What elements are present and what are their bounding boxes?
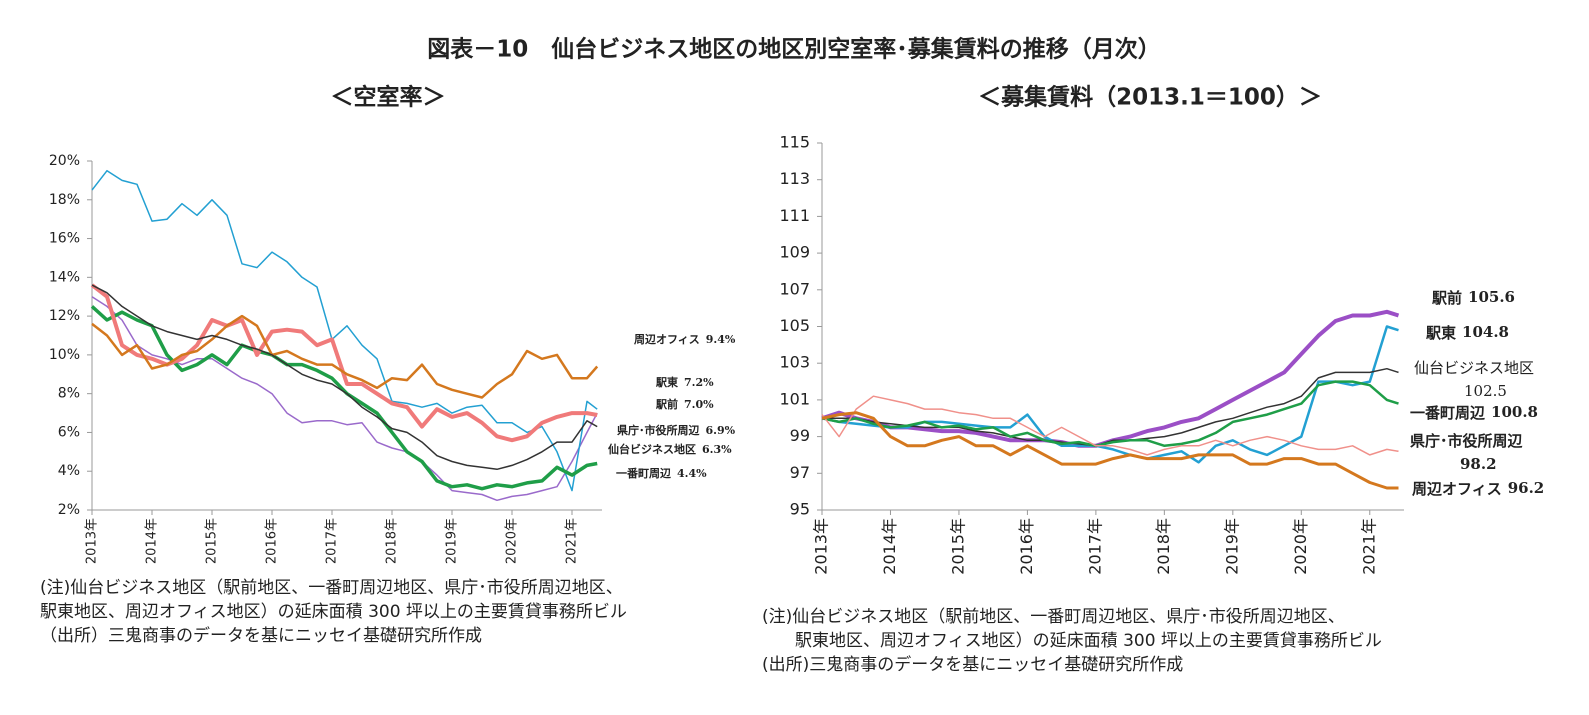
y-tick-label: 111: [779, 206, 810, 225]
series-line: [90, 283, 598, 443]
y-tick-label: 10%: [49, 347, 80, 363]
chart-subtitle: ＜募集賃料（2013.1＝100）＞: [978, 84, 1322, 111]
y-tick-label: 109: [779, 243, 810, 262]
end-label-name: 仙台ビジネス地区: [608, 442, 696, 456]
end-label-name: 駅東: [655, 375, 679, 389]
y-tick-label: 113: [779, 169, 810, 188]
x-tick-label: 2021年: [565, 518, 580, 564]
x-tick-label: 2017年: [325, 518, 340, 564]
series-line: [91, 169, 598, 492]
end-label-value: 104.8: [1462, 323, 1509, 341]
end-label: 周辺オフィス 9.4%: [634, 333, 736, 346]
end-label-value: 105.6: [1468, 288, 1515, 306]
end-label-value: 100.8: [1491, 403, 1538, 421]
end-label: 県庁･市役所周辺 6.9%: [617, 423, 736, 437]
end-label: 県庁･市役所周辺 98.2: [1410, 432, 1524, 474]
x-tick-label: 2018年: [1154, 518, 1173, 575]
x-tick-label: 2017年: [1085, 518, 1104, 575]
end-label-value: 96.2: [1508, 479, 1545, 497]
y-tick-label: 97: [790, 463, 810, 482]
y-tick-label: 2%: [58, 502, 80, 518]
note: 駅東地区、周辺オフィス地区）の延床面積 300 坪以上の主要賃貸事務所ビル: [795, 631, 1382, 651]
x-tick-label: 2019年: [1222, 518, 1241, 575]
x-tick-label: 2014年: [880, 518, 899, 575]
end-label-name: 周辺オフィス: [634, 333, 700, 346]
note: (注)仙台ビジネス地区（駅前地区、一番町周辺地区、県庁･市役所周辺地区、: [40, 578, 623, 598]
y-tick-label: 18%: [49, 192, 80, 208]
x-tick-label: 2016年: [1017, 518, 1036, 575]
y-tick-label: 95: [790, 500, 810, 519]
end-label-value: 102.5: [1464, 382, 1507, 400]
end-label: 仙台ビジネス地区 6.3%: [608, 442, 732, 456]
page-title: 図表－10 仙台ビジネス地区の地区別空室率･募集賃料の推移（月次）: [427, 36, 1161, 63]
x-tick-label: 2018年: [385, 518, 400, 564]
y-tick-label: 105: [779, 316, 810, 335]
y-tick-label: 4%: [58, 463, 80, 479]
end-label-value: 7.2%: [684, 376, 714, 389]
end-label-name: 県庁･市役所周辺: [617, 423, 700, 437]
x-tick-label: 2014年: [145, 518, 160, 564]
y-tick-label: 101: [779, 389, 810, 408]
x-tick-label: 2020年: [1291, 518, 1310, 575]
x-tick-label: 2016年: [265, 518, 280, 564]
end-label-value: 4.4%: [677, 467, 707, 480]
end-label-value: 98.2: [1460, 455, 1497, 473]
x-tick-label: 2015年: [948, 518, 967, 575]
end-label-value: 7.0%: [684, 398, 714, 411]
end-label: 周辺オフィス 96.2: [1412, 479, 1544, 498]
x-tick-label: 2021年: [1359, 518, 1378, 575]
series-line: [91, 314, 599, 399]
end-label: 駅前 7.0%: [655, 397, 714, 411]
end-label-name: 駅東: [1425, 324, 1456, 342]
end-label-value: 6.9%: [706, 424, 736, 437]
series-line: [821, 380, 1399, 448]
x-tick-label: 2019年: [445, 518, 460, 564]
end-label-value: 6.3%: [702, 443, 732, 456]
y-tick-label: 20%: [49, 153, 80, 169]
y-tick-label: 8%: [58, 386, 80, 402]
x-tick-label: 2015年: [205, 518, 220, 564]
series-line: [822, 367, 1399, 447]
end-label: 駅前 105.6: [1431, 288, 1515, 307]
note: 駅東地区、周辺オフィス地区）の延床面積 300 坪以上の主要賃貸事務所ビル: [40, 602, 627, 622]
end-label-name: 駅前: [1431, 289, 1462, 307]
y-tick-label: 6%: [58, 424, 80, 440]
y-tick-label: 107: [779, 279, 810, 298]
x-tick-label: 2013年: [85, 518, 100, 564]
end-label: 仙台ビジネス地区 102.5: [1414, 359, 1534, 401]
end-label-name: 周辺オフィス: [1412, 480, 1502, 498]
y-tick-label: 14%: [49, 269, 80, 285]
y-tick-label: 99: [790, 426, 810, 445]
y-tick-label: 115: [779, 133, 810, 152]
end-label-name: 駅前: [655, 397, 678, 411]
note: （出所）三鬼商事のデータを基にニッセイ基礎研究所作成: [40, 625, 482, 646]
x-tick-label: 2013年: [812, 518, 831, 575]
end-label-value: 9.4%: [706, 333, 736, 346]
end-label: 一番町周辺 4.4%: [616, 466, 707, 480]
series-line: [91, 284, 598, 471]
end-label: 一番町周辺 100.8: [1410, 403, 1538, 422]
series-line: [821, 395, 1399, 456]
chart-subtitle: ＜空室率＞: [331, 84, 446, 111]
y-tick-label: 12%: [49, 308, 80, 324]
note: (出所)三鬼商事のデータを基にニッセイ基礎研究所作成: [762, 654, 1183, 675]
series-line: [821, 411, 1399, 490]
y-tick-label: 16%: [49, 231, 80, 247]
end-label: 駅東 7.2%: [655, 375, 714, 389]
x-tick-label: 2020年: [505, 518, 520, 564]
end-label-name: 仙台ビジネス地区: [1414, 359, 1534, 377]
note: (注)仙台ビジネス地区（駅前地区、一番町周辺地区、県庁･市役所周辺地区、: [762, 607, 1345, 627]
y-tick-label: 103: [779, 353, 810, 372]
end-label-name: 県庁･市役所周辺: [1410, 432, 1524, 450]
end-label-name: 一番町周辺: [1410, 404, 1486, 422]
end-label-name: 一番町周辺: [616, 466, 671, 480]
end-label: 駅東 104.8: [1425, 323, 1509, 342]
